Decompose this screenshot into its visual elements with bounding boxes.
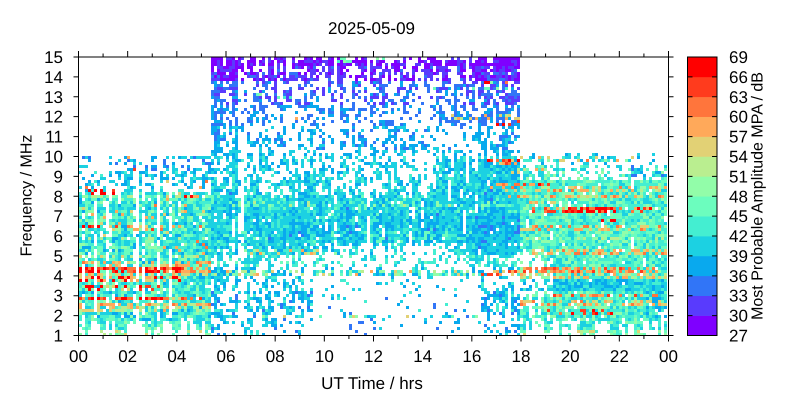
svg-text:69: 69 (729, 48, 748, 67)
svg-text:11: 11 (45, 128, 63, 147)
svg-text:33: 33 (729, 287, 748, 306)
svg-text:9: 9 (54, 167, 63, 186)
svg-text:22: 22 (610, 347, 629, 366)
svg-text:12: 12 (364, 347, 383, 366)
svg-text:Most Probable Amplitude MPA /: Most Probable Amplitude MPA / dB (750, 72, 767, 320)
svg-text:63: 63 (729, 88, 748, 107)
svg-text:66: 66 (729, 68, 748, 87)
svg-text:2: 2 (54, 307, 63, 326)
svg-text:45: 45 (729, 207, 748, 226)
svg-text:18: 18 (512, 347, 531, 366)
svg-text:04: 04 (167, 347, 186, 366)
svg-text:10: 10 (44, 147, 63, 166)
svg-text:7: 7 (54, 207, 63, 226)
svg-text:00: 00 (69, 347, 88, 366)
svg-text:08: 08 (266, 347, 285, 366)
svg-text:27: 27 (729, 327, 748, 346)
svg-text:15: 15 (44, 48, 63, 67)
svg-text:16: 16 (462, 347, 481, 366)
svg-text:14: 14 (44, 68, 63, 87)
svg-text:54: 54 (729, 147, 748, 166)
svg-text:6: 6 (54, 227, 63, 246)
svg-text:02: 02 (118, 347, 137, 366)
svg-text:36: 36 (729, 267, 748, 286)
svg-text:UT Time / hrs: UT Time / hrs (321, 374, 423, 393)
svg-text:06: 06 (217, 347, 236, 366)
svg-text:20: 20 (561, 347, 580, 366)
svg-text:2025-05-09: 2025-05-09 (328, 19, 415, 38)
svg-text:39: 39 (729, 247, 748, 266)
svg-text:10: 10 (315, 347, 334, 366)
svg-text:30: 30 (729, 307, 748, 326)
svg-text:00: 00 (659, 347, 678, 366)
svg-text:48: 48 (729, 187, 748, 206)
svg-text:14: 14 (413, 347, 432, 366)
svg-text:Frequency / MHz: Frequency / MHz (19, 135, 36, 257)
svg-text:13: 13 (44, 88, 63, 107)
svg-text:12: 12 (44, 108, 63, 127)
svg-text:42: 42 (729, 227, 748, 246)
svg-text:1: 1 (54, 327, 63, 346)
svg-text:3: 3 (54, 287, 63, 306)
svg-text:51: 51 (729, 167, 748, 186)
svg-text:8: 8 (54, 187, 63, 206)
svg-text:5: 5 (54, 247, 63, 266)
svg-text:4: 4 (54, 267, 63, 286)
svg-text:60: 60 (729, 108, 748, 127)
svg-text:57: 57 (729, 128, 748, 147)
